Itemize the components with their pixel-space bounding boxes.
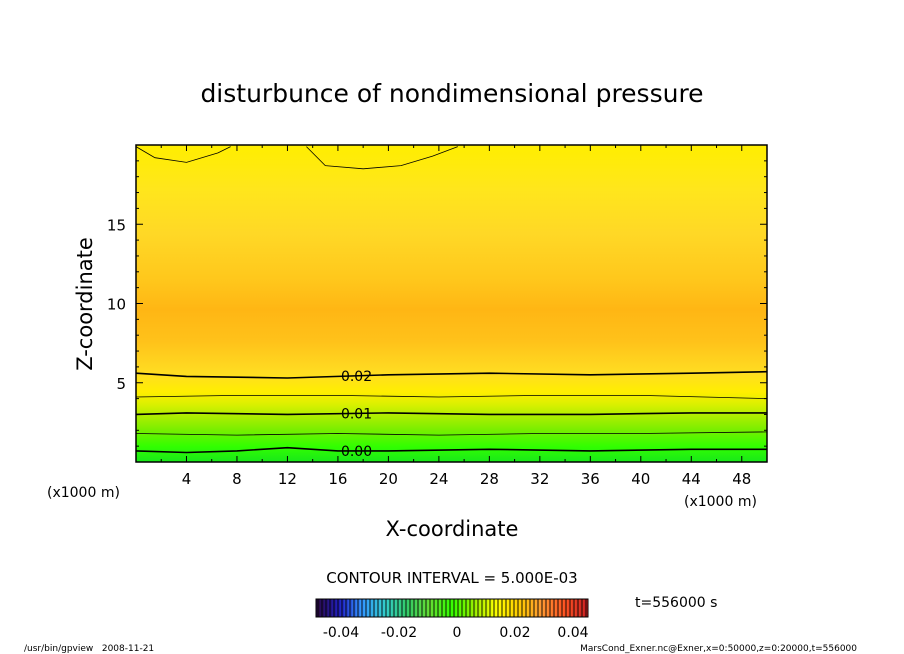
y-tick-label: 15 (107, 216, 126, 234)
x-tick-label: 8 (232, 470, 242, 488)
x-tick-label: 16 (328, 470, 347, 488)
contour-line (136, 412, 767, 416)
x-tick-label: 36 (581, 470, 600, 488)
contour-line (306, 146, 458, 170)
y-tick-label: 10 (107, 296, 126, 314)
contour-line (136, 370, 767, 379)
contour-fill (136, 145, 767, 462)
x-tick-label: 4 (182, 470, 192, 488)
x-unit-label-right: (x1000 m) (684, 494, 757, 510)
x-tick-label: 28 (480, 470, 499, 488)
colorbar-tick-label: 0.04 (557, 625, 588, 641)
x-tick-label: 24 (429, 470, 448, 488)
contour-label: 0.01 (341, 406, 372, 422)
contour-line (136, 146, 231, 163)
colorbar-tick-label: 0.02 (499, 625, 530, 641)
x-axis-ticks: 4 8 12 16 20 24 28 32 36 40 44 48 (160, 145, 751, 488)
contour-labels: 0.00 0.01 0.02 (341, 369, 372, 460)
contour-interval-text: CONTOUR INTERVAL = 5.000E-03 (326, 569, 577, 587)
x-tick-label: 44 (682, 470, 701, 488)
x-tick-label: 48 (732, 470, 751, 488)
colorbar-tick-labels: -0.04 -0.02 0 0.02 0.04 (323, 625, 589, 641)
contour-label: 0.00 (341, 444, 372, 460)
y-tick-label: 5 (116, 375, 126, 393)
footer-right: MarsCond_Exner.nc@Exner,x=0:50000,z=0:20… (580, 644, 857, 654)
x-tick-label: 40 (631, 470, 650, 488)
time-text: t=556000 s (635, 595, 717, 611)
x-tick-label: 32 (530, 470, 549, 488)
x-tick-label: 20 (379, 470, 398, 488)
colorbar-tick-label: -0.02 (381, 625, 417, 641)
y-axis-label: Z-coordinate (73, 237, 97, 371)
x-axis-label: X-coordinate (386, 517, 519, 541)
contour-lines (136, 146, 767, 454)
contour-line (136, 446, 767, 454)
footer-left: /usr/bin/gpview 2008-11-21 (24, 644, 154, 654)
x-tick-label: 12 (278, 470, 297, 488)
colorbar-frame (315, 598, 589, 618)
y-axis-ticks: 5 10 15 (107, 160, 767, 447)
contour-line (136, 431, 767, 436)
colorbar-tick-label: 0 (453, 625, 462, 641)
contour-label: 0.02 (341, 369, 372, 385)
colorbar-tick-label: -0.04 (323, 625, 359, 641)
plot-area: 0.000.010.02 4 8 12 16 20 24 28 32 36 40 44 48 5101… (107, 144, 768, 488)
chart-title: disturbunce of nondimensional pressure (200, 79, 703, 108)
x-unit-label-left: (x1000 m) (47, 485, 120, 501)
colorbar (315, 598, 589, 618)
contour-line (136, 394, 767, 399)
